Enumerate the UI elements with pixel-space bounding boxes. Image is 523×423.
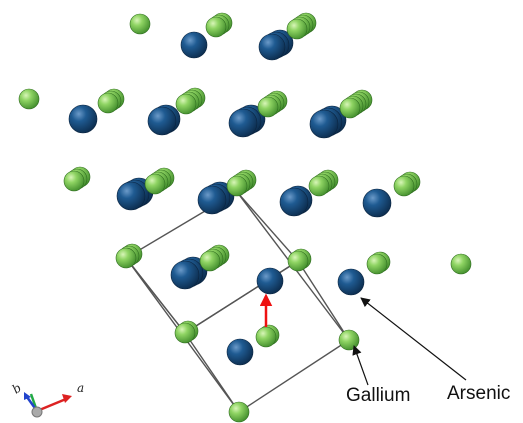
arsenic-atom: [170, 260, 200, 290]
gallium-atom: [450, 253, 472, 275]
arsenic-atom: [116, 181, 146, 211]
gallium-atom: [257, 96, 279, 118]
arsenic-pointer-arrow: [360, 297, 467, 381]
arsenic-atom: [337, 268, 365, 296]
gallium-atom: [129, 13, 151, 35]
gallium-atom: [339, 97, 361, 119]
gallium-atom: [393, 175, 415, 197]
arsenic-atom: [68, 104, 98, 134]
arsenic-atom: [362, 188, 392, 218]
arsenic-atom: [197, 185, 227, 215]
arsenic-label: Arsenic: [447, 383, 511, 404]
gallium-atom: [205, 16, 227, 38]
gallium-atom: [287, 250, 309, 272]
arsenic-atom: [226, 338, 254, 366]
arsenic-atom: [279, 187, 309, 217]
gallium-atom: [226, 175, 248, 197]
gallium-atom: [97, 92, 119, 114]
axis-origin: [31, 406, 43, 418]
gallium-atom: [199, 250, 221, 272]
unit-cell-edge: [236, 191, 299, 262]
gallium-pointer-arrow: [352, 345, 369, 386]
gallium-atom: [115, 247, 137, 269]
axis-a-line: [36, 397, 67, 413]
gallium-label: Gallium: [346, 385, 411, 406]
gallium-atom: [366, 253, 388, 275]
gallium-atom: [144, 173, 166, 195]
arsenic-atom: [256, 267, 284, 295]
axis-a-label: a: [77, 381, 84, 395]
arsenic-atom: [228, 108, 258, 138]
gallium-atom: [228, 401, 250, 423]
arsenic-atom: [147, 106, 177, 136]
gallium-atom: [286, 18, 308, 40]
axis-b-arrowhead: [24, 392, 31, 400]
gallium-atom: [63, 170, 85, 192]
axis-triad: a b: [10, 381, 84, 418]
unit-cell-edge: [297, 260, 350, 341]
arsenic-atom: [180, 31, 208, 59]
gallium-atom: [338, 329, 360, 351]
unit-cell-edges: [125, 191, 350, 413]
unit-cell-edge: [238, 339, 350, 413]
gallium-atom: [18, 88, 40, 110]
gallium-atom: [308, 175, 330, 197]
gallium-atom: [255, 326, 277, 348]
gallium-atom: [174, 322, 196, 344]
atoms-layer: [18, 12, 472, 423]
arsenic-atom: [258, 33, 286, 61]
gallium-atom: [175, 93, 197, 115]
axis-a-arrowhead: [62, 394, 72, 403]
arsenic-atom: [309, 109, 339, 139]
axis-b-label: b: [10, 381, 24, 397]
